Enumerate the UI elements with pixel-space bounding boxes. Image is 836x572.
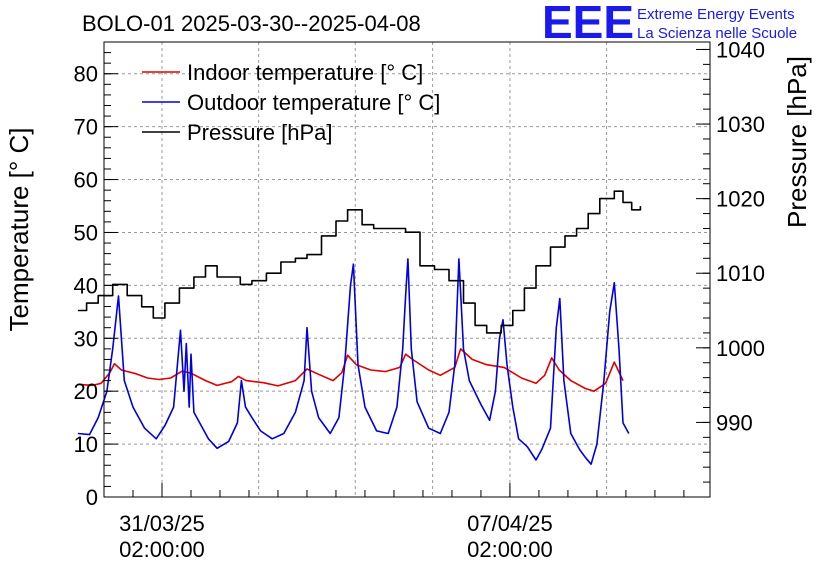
y2-tick-label: 990 xyxy=(716,410,753,435)
y2-tick-label: 1010 xyxy=(716,261,765,286)
legend-label: Pressure [hPa] xyxy=(187,120,333,145)
y-tick-label: 10 xyxy=(74,432,98,457)
legend-label: Indoor temperature [° C] xyxy=(187,60,423,85)
legend-label: Outdoor temperature [° C] xyxy=(187,90,440,115)
eee-logo: EEE Extreme Energy Events La Scienza nel… xyxy=(542,0,797,48)
x-tick-label-date: 31/03/25 xyxy=(119,511,205,536)
y2-axis-title: Pressure [hPa] xyxy=(782,56,812,228)
y-tick-label: 70 xyxy=(74,115,98,140)
y2-tick-label: 1040 xyxy=(716,37,765,62)
x-tick-label-time: 02:00:00 xyxy=(467,537,553,562)
y-tick-label: 80 xyxy=(74,62,98,87)
y-tick-label: 60 xyxy=(74,168,98,193)
x-tick-label-date: 07/04/25 xyxy=(467,511,553,536)
y-axis-title: Temperature [° C] xyxy=(4,127,34,331)
logo-mark: EEE xyxy=(542,0,634,48)
y2-tick-label: 1000 xyxy=(716,336,765,361)
y-tick-label: 20 xyxy=(74,379,98,404)
y-tick-label: 50 xyxy=(74,220,98,245)
y-tick-label: 0 xyxy=(86,485,98,510)
y-tick-label: 40 xyxy=(74,273,98,298)
series-line-2 xyxy=(77,258,630,465)
x-tick-label-time: 02:00:00 xyxy=(119,537,205,562)
legend: Indoor temperature [° C] Outdoor temperat… xyxy=(142,60,440,145)
y2-tick-label: 1030 xyxy=(716,112,765,137)
plot-frame xyxy=(103,41,711,498)
data-series xyxy=(77,190,642,465)
y-tick-label: 30 xyxy=(74,326,98,351)
chart-title: BOLO-01 2025-03-30--2025-04-08 xyxy=(82,11,421,36)
logo-line2: La Scienza nelle Scuole xyxy=(637,25,797,42)
series-line-3 xyxy=(77,190,642,334)
axes: 0102030405060708099010001010102010301040… xyxy=(74,37,765,562)
logo-line1: Extreme Energy Events xyxy=(637,6,795,23)
y2-tick-label: 1020 xyxy=(716,187,765,212)
series-line-1 xyxy=(77,348,624,392)
